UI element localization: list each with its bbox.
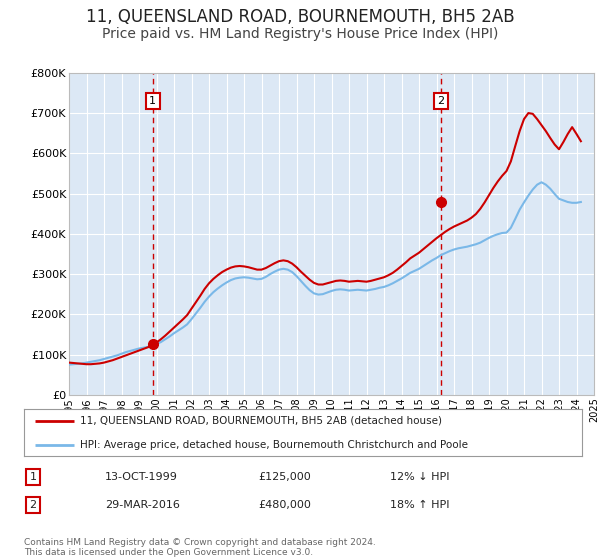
Text: 1: 1 <box>29 472 37 482</box>
Text: Contains HM Land Registry data © Crown copyright and database right 2024.
This d: Contains HM Land Registry data © Crown c… <box>24 538 376 557</box>
Text: £125,000: £125,000 <box>258 472 311 482</box>
Text: 12% ↓ HPI: 12% ↓ HPI <box>390 472 449 482</box>
Text: 1: 1 <box>149 96 157 106</box>
Text: HPI: Average price, detached house, Bournemouth Christchurch and Poole: HPI: Average price, detached house, Bour… <box>80 440 468 450</box>
Text: 13-OCT-1999: 13-OCT-1999 <box>105 472 178 482</box>
Text: 29-MAR-2016: 29-MAR-2016 <box>105 500 180 510</box>
Text: 11, QUEENSLAND ROAD, BOURNEMOUTH, BH5 2AB (detached house): 11, QUEENSLAND ROAD, BOURNEMOUTH, BH5 2A… <box>80 416 442 426</box>
Text: 2: 2 <box>29 500 37 510</box>
Text: 2: 2 <box>437 96 444 106</box>
Text: 18% ↑ HPI: 18% ↑ HPI <box>390 500 449 510</box>
Text: £480,000: £480,000 <box>258 500 311 510</box>
Text: Price paid vs. HM Land Registry's House Price Index (HPI): Price paid vs. HM Land Registry's House … <box>102 27 498 41</box>
Text: 11, QUEENSLAND ROAD, BOURNEMOUTH, BH5 2AB: 11, QUEENSLAND ROAD, BOURNEMOUTH, BH5 2A… <box>86 8 514 26</box>
